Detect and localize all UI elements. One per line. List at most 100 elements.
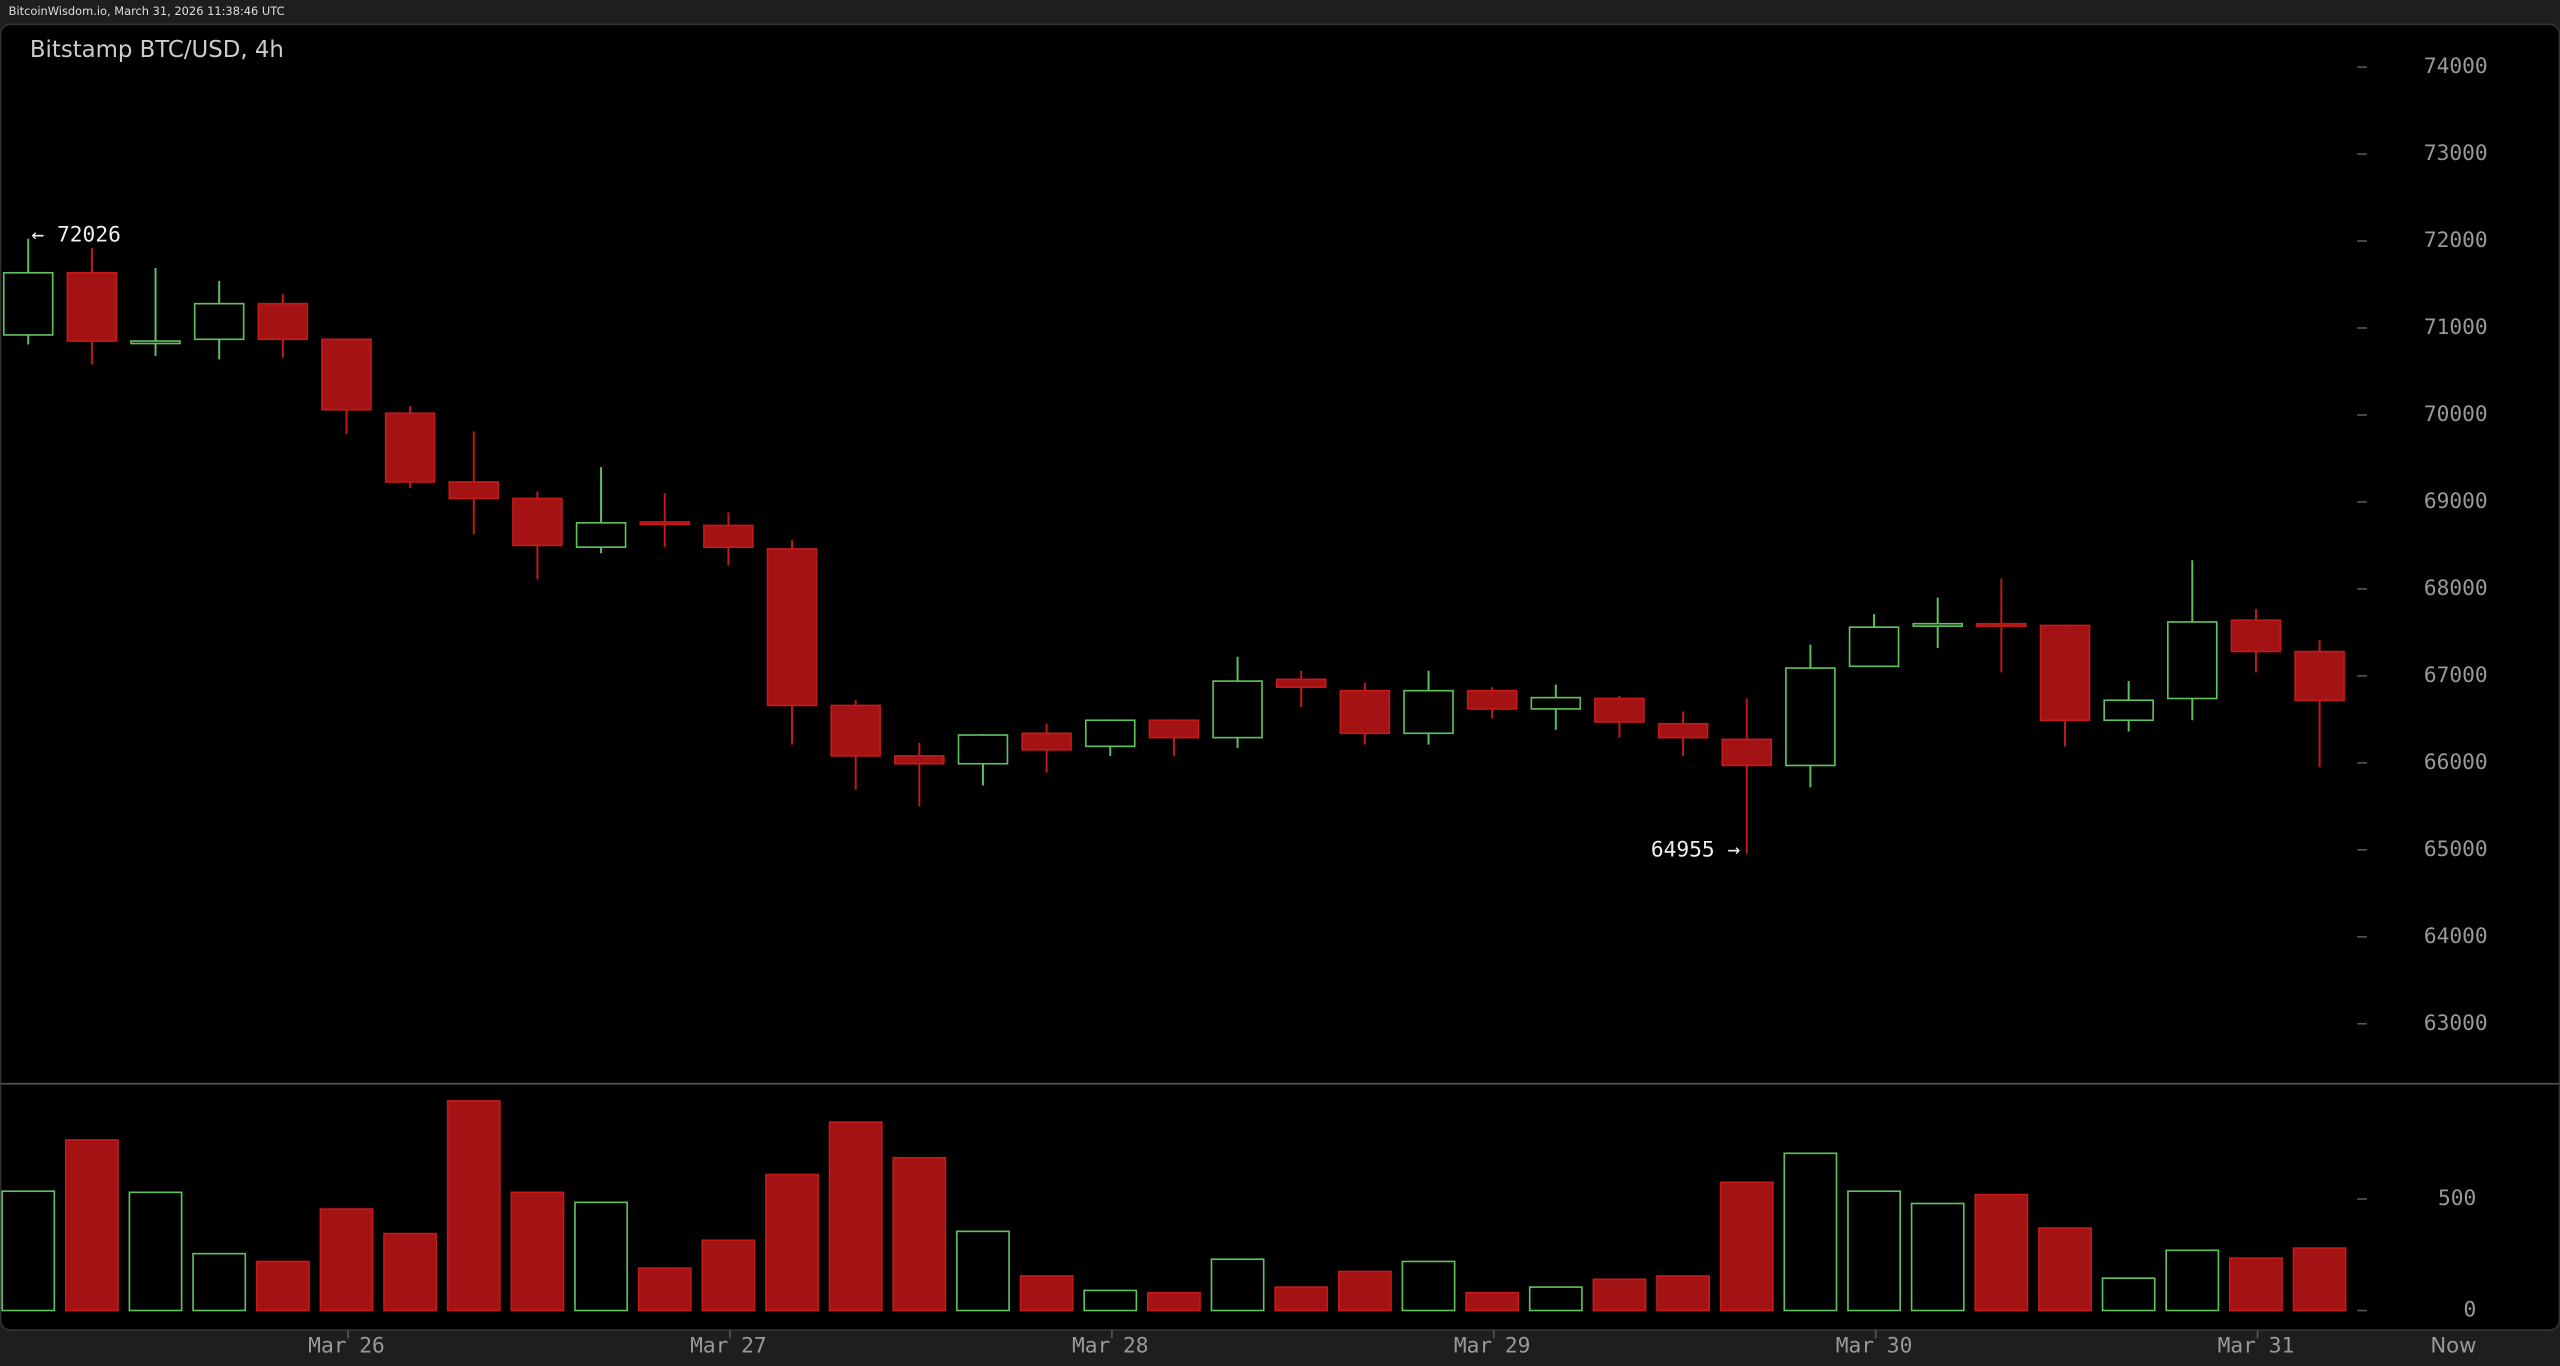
x-tick-label: Mar 30	[1836, 1333, 1913, 1358]
volume-bar	[2292, 1247, 2347, 1312]
candle-body	[1275, 678, 1327, 689]
candle-body	[894, 755, 945, 765]
candle-body	[2294, 650, 2345, 702]
candle-body	[1339, 689, 1391, 735]
candle-body	[193, 302, 245, 341]
y-tick-label: 69000	[2424, 489, 2488, 514]
candle-body	[1403, 689, 1454, 735]
candle-body	[1466, 689, 1518, 710]
volume-bar	[1210, 1258, 1265, 1312]
volume-bar	[637, 1267, 692, 1312]
volume-bar	[319, 1208, 374, 1312]
volume-bar	[1019, 1275, 1074, 1312]
candle-body	[321, 338, 372, 411]
volume-bar	[1783, 1152, 1838, 1312]
candle-body	[575, 521, 627, 548]
volume-tick-label: 500	[2438, 1186, 2476, 1211]
candle-body	[2039, 624, 2091, 722]
candle-body	[1785, 667, 1836, 767]
volume-bar	[1656, 1275, 1711, 1312]
y-tick-label: 63000	[2424, 1011, 2488, 1036]
x-tick-label: Mar 31	[2218, 1333, 2295, 1358]
volume-bar	[1847, 1190, 1901, 1312]
volume-bar	[1083, 1289, 1138, 1312]
y-tick-label: 71000	[2424, 315, 2488, 340]
x-tick-label: Mar 28	[1072, 1333, 1149, 1358]
volume-bar	[956, 1230, 1010, 1312]
candle-body	[512, 497, 563, 547]
candle-body	[2103, 699, 2154, 722]
y-tick-label: 70000	[2424, 402, 2488, 427]
volume-bar	[1719, 1181, 1774, 1312]
volume-bar	[255, 1260, 310, 1312]
candle-body	[1912, 622, 1963, 627]
candle-body	[1976, 622, 2027, 627]
now-label: Now	[2430, 1333, 2476, 1358]
volume-bar	[1910, 1202, 1965, 1312]
volume-bar	[383, 1232, 438, 1312]
y-tick-label: 66000	[2424, 750, 2488, 775]
candle-body	[2167, 621, 2218, 700]
volume-bar	[1465, 1291, 1520, 1312]
candle-body	[2, 271, 54, 336]
volume-bar	[765, 1173, 819, 1312]
candle-body	[1721, 738, 1773, 767]
volume-bar	[1974, 1193, 2029, 1312]
volume-bar	[2229, 1257, 2283, 1312]
candle-body	[703, 524, 754, 548]
chart-title: Bitstamp BTC/USD, 4h	[30, 37, 284, 63]
candle-body	[957, 734, 1009, 765]
candle-body	[1148, 719, 1200, 739]
volume-bar	[1592, 1278, 1647, 1312]
candle-body	[639, 521, 691, 526]
volume-bar	[574, 1201, 629, 1312]
y-tick-label: 67000	[2424, 663, 2488, 688]
header-text: BitcoinWisdom.io, March 31, 2026 11:38:4…	[9, 4, 285, 18]
y-tick-label: 73000	[2424, 141, 2488, 166]
candle-body	[448, 481, 500, 500]
volume-bar	[510, 1191, 565, 1312]
candle-body	[830, 704, 881, 757]
candle-body	[766, 548, 818, 707]
candle-body	[1530, 696, 1582, 710]
x-tick-label: Mar 29	[1454, 1333, 1531, 1358]
candle-body	[1848, 626, 1900, 668]
volume-bar	[1528, 1286, 1583, 1312]
volume-bar	[1, 1190, 56, 1312]
candle-body	[130, 340, 181, 345]
low-annotation: 64955 →	[1651, 837, 1741, 862]
candle-body	[1084, 719, 1136, 748]
volume-bar	[2038, 1227, 2092, 1312]
x-tick-label: Mar 27	[690, 1333, 767, 1358]
high-annotation: ← 72026	[32, 223, 121, 248]
volume-bar	[192, 1252, 247, 1312]
y-tick-label: 72000	[2424, 228, 2488, 253]
volume-bar	[1337, 1270, 1392, 1312]
y-tick-label: 74000	[2424, 54, 2488, 79]
volume-bar	[128, 1191, 183, 1312]
y-tick-label: 65000	[2424, 837, 2488, 862]
candle-body	[384, 412, 436, 483]
x-tick-label: Mar 26	[308, 1333, 385, 1358]
volume-bar	[64, 1139, 119, 1312]
candle-body	[1212, 680, 1263, 739]
volume-bar	[892, 1156, 947, 1312]
y-tick-label: 68000	[2424, 576, 2488, 601]
candle-body	[257, 302, 309, 341]
volume-bar	[2165, 1249, 2220, 1312]
volume-bar	[828, 1121, 883, 1312]
volume-bar	[701, 1239, 756, 1312]
y-tick-label: 64000	[2424, 924, 2488, 949]
volume-bar	[1146, 1291, 1201, 1312]
volume-bar	[2101, 1277, 2156, 1312]
volume-bar	[1401, 1260, 1456, 1312]
candle-body	[1657, 722, 1709, 739]
candle-body	[1021, 732, 1072, 751]
volume-bar	[1274, 1286, 1329, 1312]
volume-bar	[446, 1100, 501, 1312]
volume-tick-label: 0	[2464, 1298, 2477, 1323]
candle-body	[1594, 697, 1645, 723]
candle-body	[66, 271, 118, 342]
